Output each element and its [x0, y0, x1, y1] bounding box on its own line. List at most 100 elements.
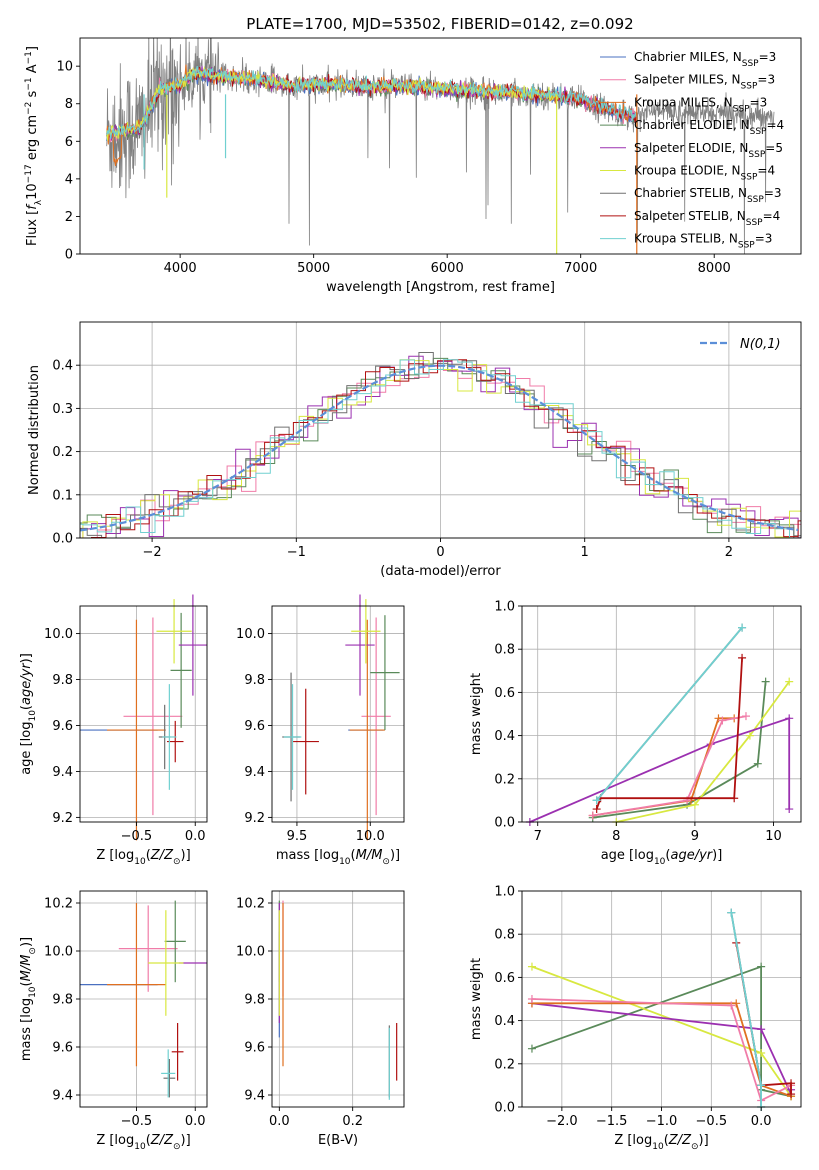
- errorbar-point-2: [349, 619, 385, 841]
- y-tick-label: 0.6: [494, 686, 515, 701]
- histogram-7: [80, 359, 801, 538]
- errorbar-point-4: [345, 594, 375, 696]
- errorbar-point-1: [118, 905, 178, 992]
- legend-entry-8: Kroupa STELIB, NSSP=3: [634, 232, 772, 251]
- y-tick-label: 9.4: [52, 765, 73, 780]
- x-tick-label: 0.2: [342, 1114, 363, 1129]
- x-axis-label: Z [log10(Z/Z⊙)]: [96, 848, 190, 867]
- weight-marker: [785, 805, 794, 814]
- plot-area-spectrum: [106, 38, 775, 254]
- errorbar-point-8: [162, 684, 177, 790]
- weight-marker: [761, 677, 770, 686]
- y-tick-label: 10.2: [236, 897, 265, 912]
- plot-area-mass_vs_Z: [80, 900, 207, 1098]
- errorbar-point-1: [361, 617, 391, 816]
- axes-frame: [79, 890, 208, 1108]
- x-tick-label: 9.5: [287, 829, 308, 844]
- y-tick-label: 9.2: [52, 811, 73, 826]
- weight-marker: [732, 999, 741, 1008]
- x-axis-label: mass [log10(M/M⊙)]: [276, 848, 400, 867]
- x-tick-label: −0.5: [121, 829, 153, 844]
- legend-entry-4: Salpeter ELODIE, NSSP=5: [634, 141, 783, 160]
- y-tick-label: 4: [65, 172, 73, 187]
- errorbar-point-1: [123, 617, 183, 816]
- weight-marker: [592, 796, 601, 805]
- x-axis-label: wavelength [Angstrom, rest frame]: [326, 280, 555, 295]
- x-tick-label: −1.0: [646, 1114, 678, 1129]
- weight-line: [592, 681, 767, 819]
- y-tick-label: 0.1: [52, 488, 73, 503]
- histogram-5: [80, 359, 801, 538]
- plot-area-mass_vs_EBV: [278, 900, 398, 1100]
- y-axis-label: Normed distribution: [27, 365, 42, 495]
- y-tick-label: 1.0: [494, 600, 515, 615]
- normal-curve: [80, 364, 799, 532]
- weight-line: [595, 657, 743, 810]
- weight-line: [532, 1002, 792, 1098]
- y-tick-label: 9.8: [52, 673, 73, 688]
- plot-area-weight_vs_age: [525, 623, 794, 826]
- x-tick-label: 9: [691, 829, 699, 844]
- x-tick-label: 2: [725, 545, 733, 560]
- x-tick-label: −2.0: [546, 1114, 578, 1129]
- axes-frame: [271, 890, 405, 1108]
- plot-area-weight_vs_Z: [527, 908, 796, 1111]
- weight-marker: [785, 714, 794, 723]
- y-tick-label: 0.8: [494, 643, 515, 658]
- panel-age_vs_Z: −0.5 0.0 9.2 9.4 9.6 9.8 10.0 Z [log10(Z/Z⊙)] ag…: [19, 594, 208, 867]
- x-tick-label: 10: [765, 829, 782, 844]
- weight-marker: [738, 623, 747, 632]
- weight-line: [735, 942, 792, 1094]
- y-tick-label: 9.8: [52, 993, 73, 1008]
- legend-entry-3: Chabrier ELODIE, NSSP=4: [634, 118, 784, 137]
- weight-marker: [787, 1090, 796, 1099]
- plot-area-residuals: [80, 352, 801, 538]
- y-tick-label: 9.2: [244, 811, 265, 826]
- residuals-legend: N(0,1): [700, 337, 781, 352]
- x-tick-label: 8: [612, 829, 620, 844]
- axes-frame: [271, 605, 405, 823]
- errorbar-point-8: [161, 1049, 176, 1098]
- errorbar-point-3: [370, 615, 400, 731]
- y-tick-label: 0: [65, 248, 73, 263]
- y-tick-label: 10.0: [44, 627, 73, 642]
- axes-frame: [521, 605, 802, 823]
- y-tick-label: 2: [65, 210, 73, 225]
- y-tick-label: 0.3: [52, 402, 73, 417]
- x-tick-label: 0: [436, 545, 444, 560]
- panel-mass_vs_EBV: 0.0 0.2 9.4 9.6 9.8 10.0 10.2 E(B-V): [236, 890, 405, 1148]
- y-tick-label: 0.4: [494, 1014, 515, 1029]
- weight-marker: [753, 759, 762, 768]
- weight-line: [730, 912, 762, 1107]
- panel-residuals: −2 −1 0 1 2 0.0 0.1 0.2 0.3 0.4 (data-model)/error…: [27, 321, 802, 579]
- errorbar-point-7: [292, 688, 319, 795]
- legend-entry-5: Kroupa ELODIE, NSSP=4: [634, 164, 775, 183]
- panel-spectrum: 4000 5000 6000 7000 8000 0 2 4 6 8 10 wavelength [A…: [24, 37, 802, 295]
- errorbar-point-6: [163, 1059, 176, 1098]
- histogram-8: [80, 359, 801, 538]
- weight-marker: [738, 653, 747, 662]
- y-axis-label: mass weight: [469, 673, 484, 755]
- weight-marker: [727, 1001, 736, 1010]
- x-tick-label: 8000: [698, 261, 731, 276]
- weight-series-1: [588, 712, 750, 820]
- legend-entry-2: Kroupa MILES, NSSP=3: [634, 95, 767, 114]
- axes-frame: [79, 321, 802, 539]
- weight-marker: [785, 677, 794, 686]
- errorbar-point-2: [107, 903, 166, 1067]
- y-tick-label: 9.4: [244, 1089, 265, 1104]
- y-tick-label: 0.8: [494, 928, 515, 943]
- y-tick-label: 9.4: [52, 1089, 73, 1104]
- model-spectrum-8: [106, 65, 637, 140]
- legend-entry-1: Salpeter MILES, NSSP=3: [634, 73, 775, 92]
- weight-marker: [745, 731, 754, 740]
- y-tick-label: 0.0: [494, 1101, 515, 1116]
- y-tick-label: 10.0: [44, 945, 73, 960]
- errorbar-point-7: [171, 1023, 184, 1081]
- x-axis-label: Z [log10(Z/Z⊙)]: [96, 1133, 190, 1152]
- y-tick-label: 0.0: [494, 816, 515, 831]
- legend-entry-0: Chabrier MILES, NSSP=3: [634, 50, 776, 69]
- y-tick-label: 9.8: [244, 993, 265, 1008]
- y-tick-label: 10.2: [44, 897, 73, 912]
